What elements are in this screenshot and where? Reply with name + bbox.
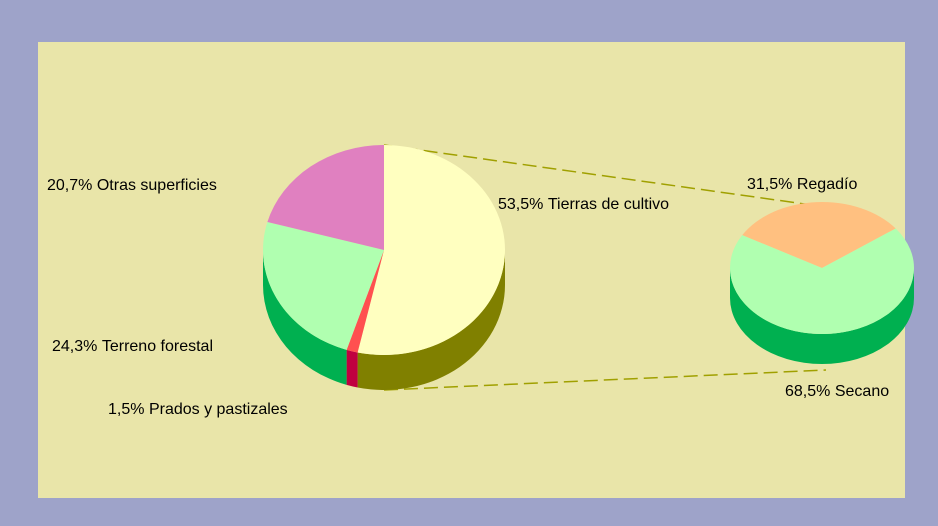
slice-side [346, 349, 358, 388]
pie-slice [262, 221, 384, 350]
slice-value-label: 68,5% [785, 383, 830, 400]
slice-category-label: Regadío [797, 176, 858, 193]
slice-value-label: 31,5% [747, 176, 792, 193]
pie-slice [742, 202, 896, 268]
pie-slice [267, 145, 384, 250]
connector-line [383, 144, 813, 206]
slice-category-label: Terreno forestal [102, 338, 213, 355]
connector-line [383, 369, 827, 391]
slice-side [263, 250, 347, 385]
slice-value-label: 53,5% [498, 196, 543, 213]
slice-value-label: 24,3% [52, 338, 97, 355]
slice-category-label: Prados y pastizales [149, 401, 288, 418]
slice-category-label: Tierras de cultivo [548, 196, 669, 213]
pie-slice [357, 145, 505, 355]
slice-side [730, 268, 914, 364]
pie-slice [730, 228, 915, 334]
slice-label: 1,5% Prados y pastizales [108, 401, 288, 418]
slice-value-label: 20,7% [47, 177, 92, 194]
pie-slice [346, 250, 384, 353]
slice-label: 68,5% Secano [785, 383, 889, 400]
slice-category-label: Otras superficies [97, 177, 217, 194]
slice-category-label: Secano [835, 383, 889, 400]
slice-label: 31,5% Regadío [747, 176, 857, 193]
slice-label: 20,7% Otras superficies [47, 177, 217, 194]
slice-side [357, 250, 505, 390]
slice-label: 24,3% Terreno forestal [52, 338, 213, 355]
slice-label: 53,5% Tierras de cultivo [498, 196, 669, 213]
slice-value-label: 1,5% [108, 401, 144, 418]
